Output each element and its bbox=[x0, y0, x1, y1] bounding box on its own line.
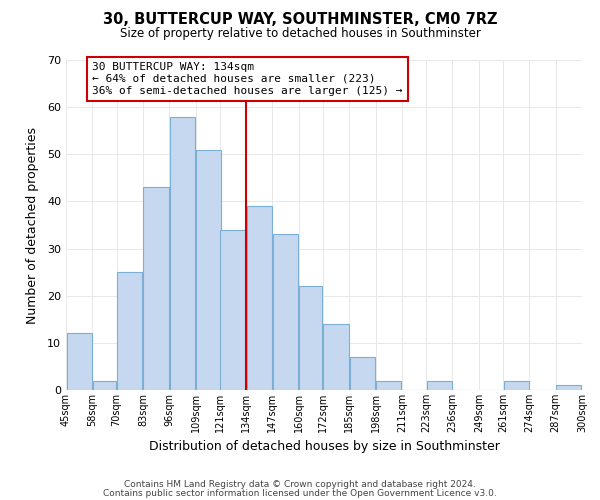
Bar bbox=[196, 150, 221, 390]
Bar bbox=[556, 386, 581, 390]
Bar bbox=[67, 334, 92, 390]
Bar bbox=[117, 272, 142, 390]
Bar bbox=[503, 380, 529, 390]
X-axis label: Distribution of detached houses by size in Southminster: Distribution of detached houses by size … bbox=[149, 440, 499, 454]
Bar bbox=[273, 234, 298, 390]
Bar bbox=[299, 286, 322, 390]
Text: 30 BUTTERCUP WAY: 134sqm
← 64% of detached houses are smaller (223)
36% of semi-: 30 BUTTERCUP WAY: 134sqm ← 64% of detach… bbox=[92, 62, 403, 96]
Text: Contains HM Land Registry data © Crown copyright and database right 2024.: Contains HM Land Registry data © Crown c… bbox=[124, 480, 476, 489]
Text: Contains public sector information licensed under the Open Government Licence v3: Contains public sector information licen… bbox=[103, 488, 497, 498]
Y-axis label: Number of detached properties: Number of detached properties bbox=[26, 126, 38, 324]
Bar bbox=[220, 230, 245, 390]
Bar bbox=[376, 380, 401, 390]
Bar bbox=[323, 324, 349, 390]
Bar bbox=[143, 188, 169, 390]
Bar bbox=[170, 116, 195, 390]
Text: 30, BUTTERCUP WAY, SOUTHMINSTER, CM0 7RZ: 30, BUTTERCUP WAY, SOUTHMINSTER, CM0 7RZ bbox=[103, 12, 497, 28]
Bar bbox=[247, 206, 272, 390]
Bar bbox=[350, 357, 375, 390]
Text: Size of property relative to detached houses in Southminster: Size of property relative to detached ho… bbox=[119, 28, 481, 40]
Bar bbox=[427, 380, 452, 390]
Bar bbox=[93, 380, 116, 390]
